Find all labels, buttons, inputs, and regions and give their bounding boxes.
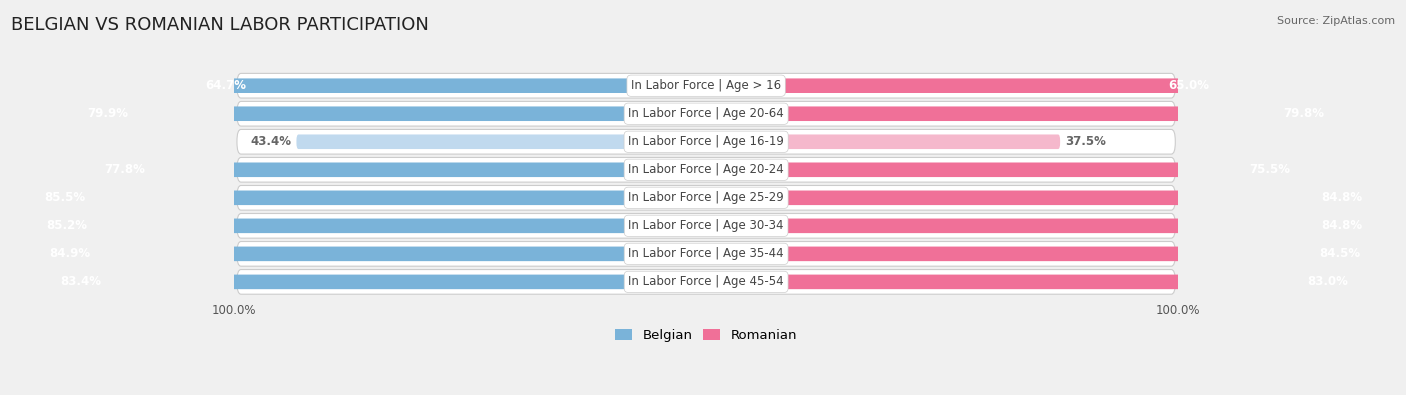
FancyBboxPatch shape (706, 218, 1406, 233)
Text: In Labor Force | Age 25-29: In Labor Force | Age 25-29 (628, 191, 785, 204)
Text: 64.7%: 64.7% (205, 79, 246, 92)
FancyBboxPatch shape (0, 190, 706, 205)
FancyBboxPatch shape (706, 79, 1320, 93)
Text: 65.0%: 65.0% (1168, 79, 1209, 92)
Text: 83.4%: 83.4% (60, 275, 101, 288)
Text: In Labor Force | Age 16-19: In Labor Force | Age 16-19 (628, 135, 785, 148)
Text: In Labor Force | Age 30-34: In Labor Force | Age 30-34 (628, 219, 785, 232)
FancyBboxPatch shape (706, 190, 1406, 205)
FancyBboxPatch shape (0, 162, 706, 177)
Text: In Labor Force | Age 20-24: In Labor Force | Age 20-24 (628, 163, 785, 176)
Text: 85.5%: 85.5% (45, 191, 86, 204)
FancyBboxPatch shape (0, 275, 706, 289)
FancyBboxPatch shape (238, 158, 1175, 182)
FancyBboxPatch shape (706, 275, 1406, 289)
Text: 79.8%: 79.8% (1282, 107, 1324, 120)
Text: Source: ZipAtlas.com: Source: ZipAtlas.com (1277, 16, 1395, 26)
FancyBboxPatch shape (96, 79, 706, 93)
Text: 37.5%: 37.5% (1064, 135, 1105, 148)
Text: In Labor Force | Age > 16: In Labor Force | Age > 16 (631, 79, 782, 92)
Text: In Labor Force | Age 20-64: In Labor Force | Age 20-64 (628, 107, 785, 120)
FancyBboxPatch shape (238, 241, 1175, 266)
Text: 84.5%: 84.5% (1319, 247, 1360, 260)
Text: 84.8%: 84.8% (1322, 191, 1362, 204)
FancyBboxPatch shape (238, 130, 1175, 154)
Text: In Labor Force | Age 45-54: In Labor Force | Age 45-54 (628, 275, 785, 288)
Text: 83.0%: 83.0% (1308, 275, 1348, 288)
Text: 75.5%: 75.5% (1250, 163, 1291, 176)
FancyBboxPatch shape (0, 218, 706, 233)
Text: 43.4%: 43.4% (250, 135, 291, 148)
FancyBboxPatch shape (0, 246, 706, 261)
Legend: Belgian, Romanian: Belgian, Romanian (610, 323, 803, 347)
FancyBboxPatch shape (238, 73, 1175, 98)
Text: 77.8%: 77.8% (104, 163, 145, 176)
FancyBboxPatch shape (706, 134, 1060, 149)
FancyBboxPatch shape (238, 214, 1175, 238)
FancyBboxPatch shape (706, 162, 1406, 177)
Text: 79.9%: 79.9% (87, 107, 128, 120)
FancyBboxPatch shape (238, 186, 1175, 210)
FancyBboxPatch shape (238, 102, 1175, 126)
FancyBboxPatch shape (706, 106, 1406, 121)
FancyBboxPatch shape (706, 246, 1406, 261)
Text: 84.9%: 84.9% (49, 247, 90, 260)
FancyBboxPatch shape (297, 134, 706, 149)
FancyBboxPatch shape (0, 106, 706, 121)
Text: In Labor Force | Age 35-44: In Labor Force | Age 35-44 (628, 247, 785, 260)
Text: BELGIAN VS ROMANIAN LABOR PARTICIPATION: BELGIAN VS ROMANIAN LABOR PARTICIPATION (11, 16, 429, 34)
FancyBboxPatch shape (238, 269, 1175, 294)
Text: 85.2%: 85.2% (46, 219, 87, 232)
Text: 84.8%: 84.8% (1322, 219, 1362, 232)
